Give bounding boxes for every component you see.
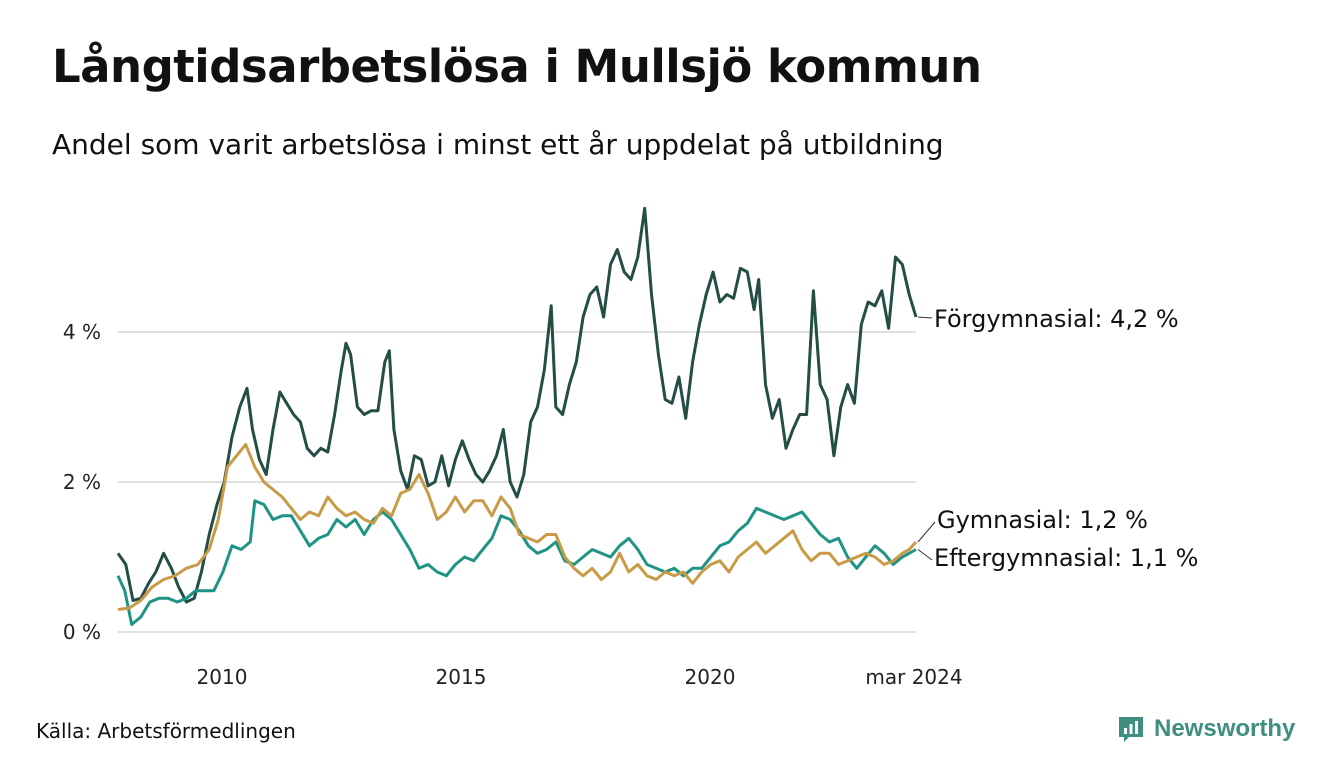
x-tick-label: 2010 xyxy=(197,665,248,689)
end-label-gymnasial: Gymnasial: 1,2 % xyxy=(937,506,1148,534)
end-label-eftergymnasial: Eftergymnasial: 1,1 % xyxy=(934,544,1198,572)
grid-lines xyxy=(118,331,916,633)
series-line-eftergymnasial xyxy=(116,499,917,626)
newsworthy-logo-icon xyxy=(1119,717,1143,742)
brand-logo: Newsworthy xyxy=(1116,714,1295,744)
x-tick-label: 2015 xyxy=(436,665,487,689)
end-label-förgymnasial: Förgymnasial: 4,2 % xyxy=(934,305,1179,333)
chart-subtitle: Andel som varit arbetslösa i minst ett å… xyxy=(52,128,944,161)
series-line-förgymnasial xyxy=(116,206,918,604)
y-tick-label: 2 % xyxy=(63,470,101,494)
leader-line xyxy=(917,316,933,319)
leader-line xyxy=(917,549,933,561)
series-end-labels: Förgymnasial: 4,2 % Gymnasial: 1,2 % Efter… xyxy=(917,305,1198,572)
source-note: Källa: Arbetsförmedlingen xyxy=(36,719,296,743)
series-lines xyxy=(116,206,918,626)
line-chart: 0 % 2 % 4 % 2010 2015 2020 mar 2024 Förgymnasi… xyxy=(63,206,1198,689)
x-tick-label: 2020 xyxy=(685,665,736,689)
axis-ticks: 0 % 2 % 4 % 2010 2015 2020 mar 2024 xyxy=(63,320,963,689)
x-tick-label: mar 2024 xyxy=(865,665,962,689)
y-tick-label: 4 % xyxy=(63,320,101,344)
brand-name: Newsworthy xyxy=(1154,715,1296,742)
leader-line xyxy=(917,521,936,543)
y-tick-label: 0 % xyxy=(63,620,101,644)
chart-title: Långtidsarbetslösa i Mullsjö kommun xyxy=(52,40,982,93)
series-line-gymnasial xyxy=(117,443,918,611)
